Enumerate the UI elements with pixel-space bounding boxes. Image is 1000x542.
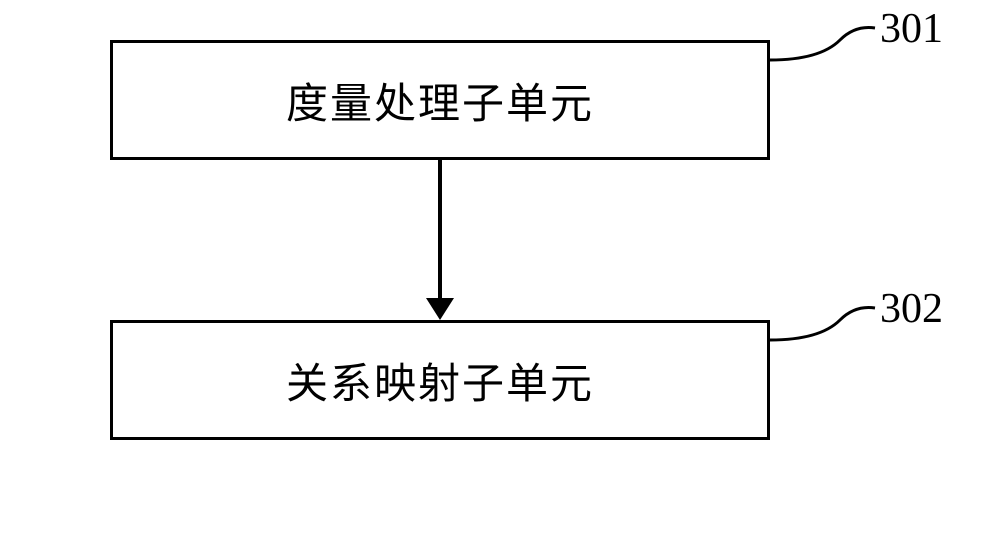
- ref-302: 302: [880, 285, 943, 333]
- leader-302: [0, 0, 1000, 542]
- diagram-canvas: 度量处理子单元 301 关系映射子单元 302: [0, 0, 1000, 542]
